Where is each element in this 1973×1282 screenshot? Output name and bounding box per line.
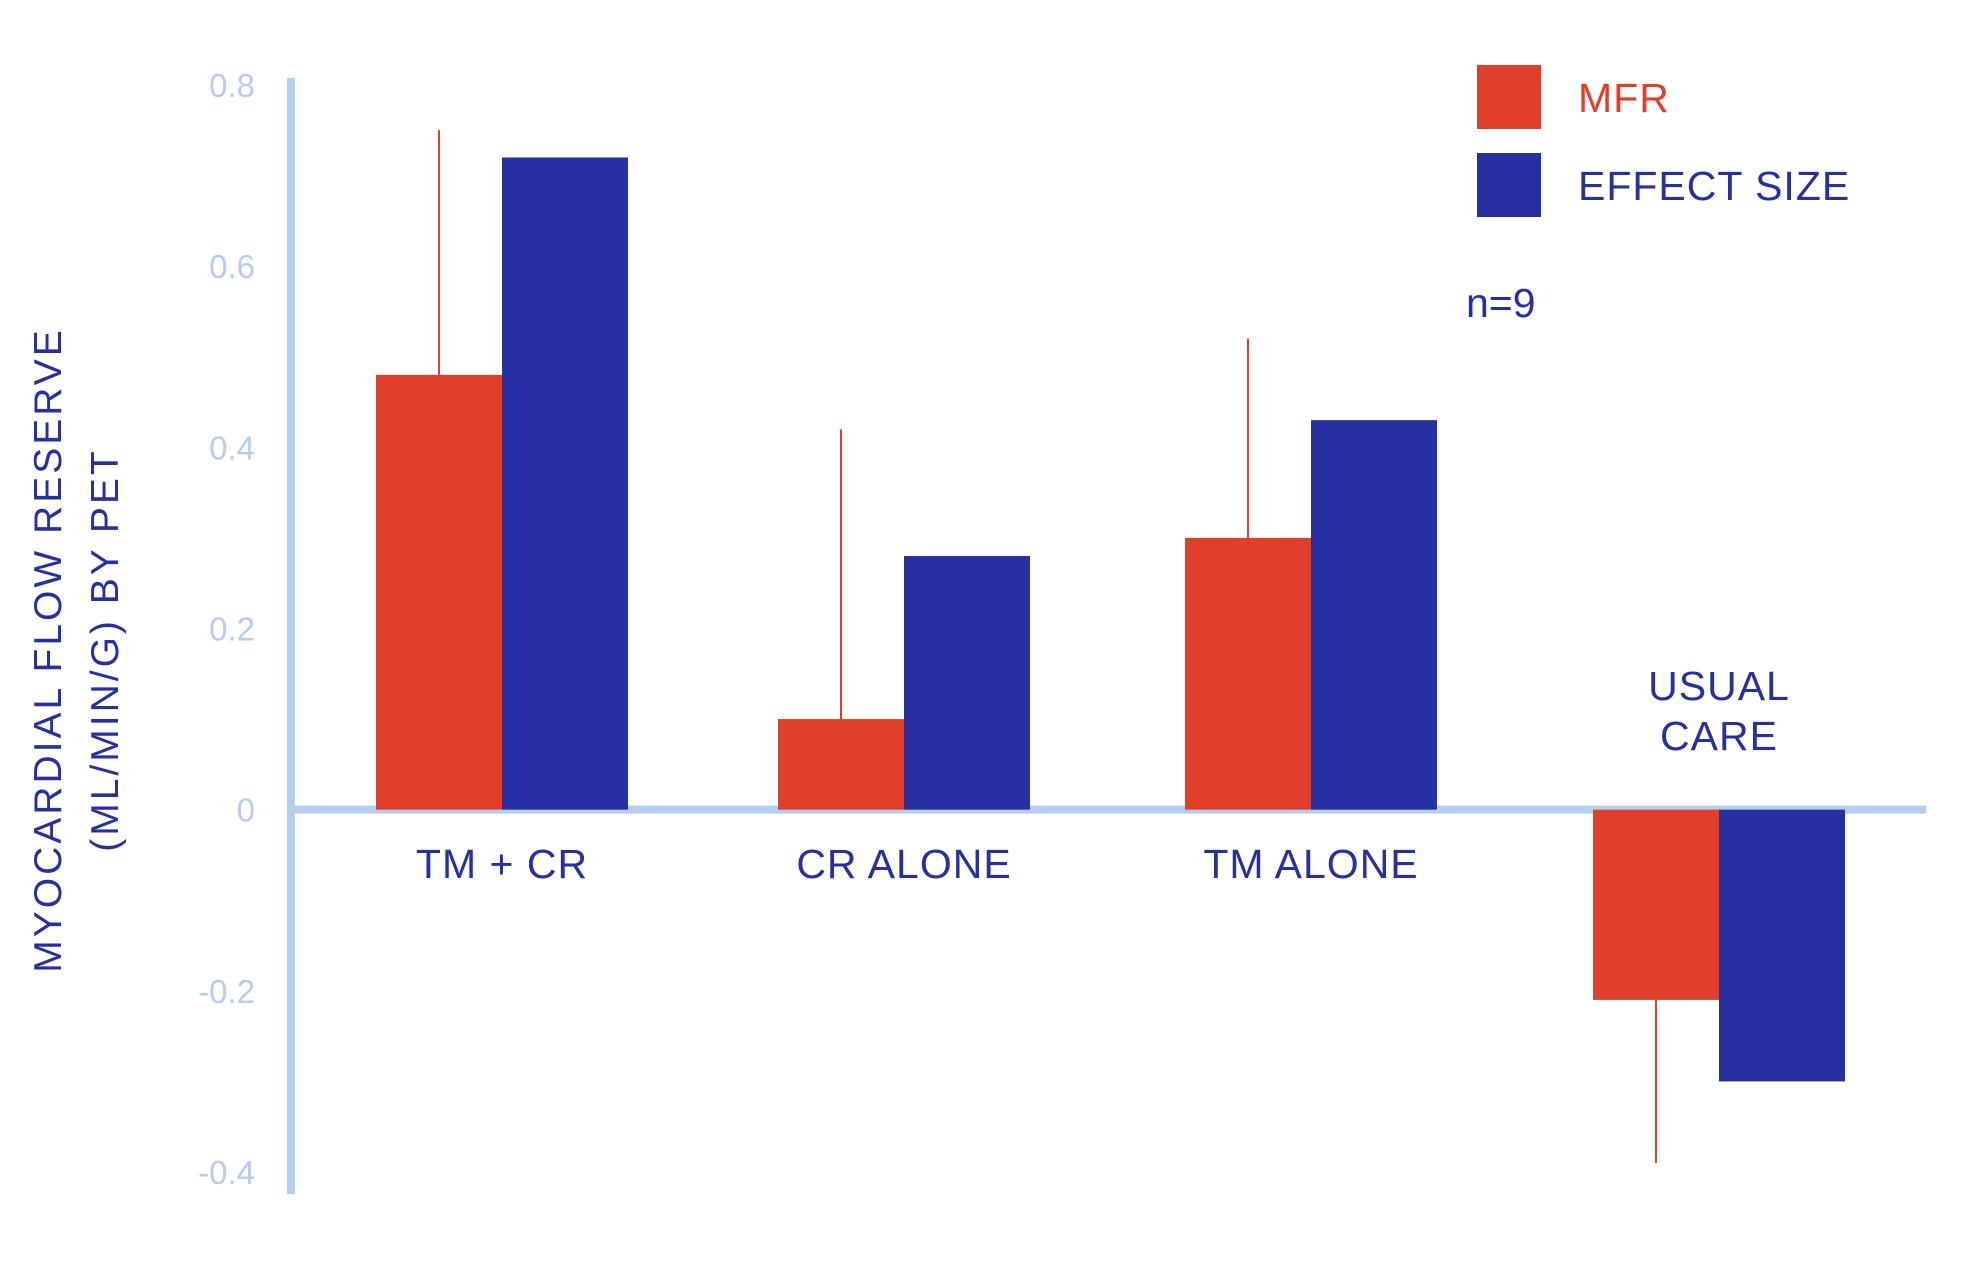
effect-size-bar: [1719, 809, 1845, 1082]
category-label: TM ALONE: [1203, 841, 1418, 887]
effect-size-bar: [1311, 420, 1437, 810]
category-label: TM + CR: [416, 841, 588, 887]
y-tick-label: 0.2: [209, 611, 255, 648]
y-axis-label: MYOCARDIAL FLOW RESERVE (ML/MIN/G) BY PET: [27, 327, 127, 972]
bars: [376, 157, 1845, 1082]
legend-label: MFR: [1578, 75, 1670, 121]
y-tick-label: -0.4: [198, 1154, 255, 1191]
mfr-bar: [1593, 809, 1719, 1000]
legend-swatch: [1477, 65, 1541, 129]
legend-swatch: [1477, 153, 1541, 217]
legend-label: EFFECT SIZE: [1578, 163, 1850, 209]
y-tick-label: 0.8: [209, 67, 255, 104]
error-bars: [438, 130, 1657, 1163]
mfr-bar: [376, 374, 502, 810]
category-label: CR ALONE: [796, 841, 1011, 887]
category-label: USUAL: [1648, 663, 1790, 709]
mfr-bar: [1185, 537, 1311, 810]
y-tick-label: 0.4: [209, 429, 255, 466]
legend: MFR EFFECT SIZE: [1477, 65, 1850, 217]
y-tick-label: 0.6: [209, 248, 255, 285]
effect-size-bar: [904, 556, 1030, 810]
y-axis-label-line: (ML/MIN/G) BY PET: [84, 448, 127, 852]
y-axis-ticks: 0.8 0.6 0.4 0.2 0 -0.2 -0.4: [198, 67, 255, 1191]
sample-size-note: n=9: [1466, 280, 1536, 326]
y-tick-label: 0: [237, 792, 255, 829]
y-tick-label: -0.2: [198, 973, 255, 1010]
effect-size-bar: [502, 157, 628, 810]
mfr-bar: [778, 719, 904, 810]
y-axis-label-line: MYOCARDIAL FLOW RESERVE: [27, 327, 70, 972]
category-label: CARE: [1660, 713, 1778, 759]
